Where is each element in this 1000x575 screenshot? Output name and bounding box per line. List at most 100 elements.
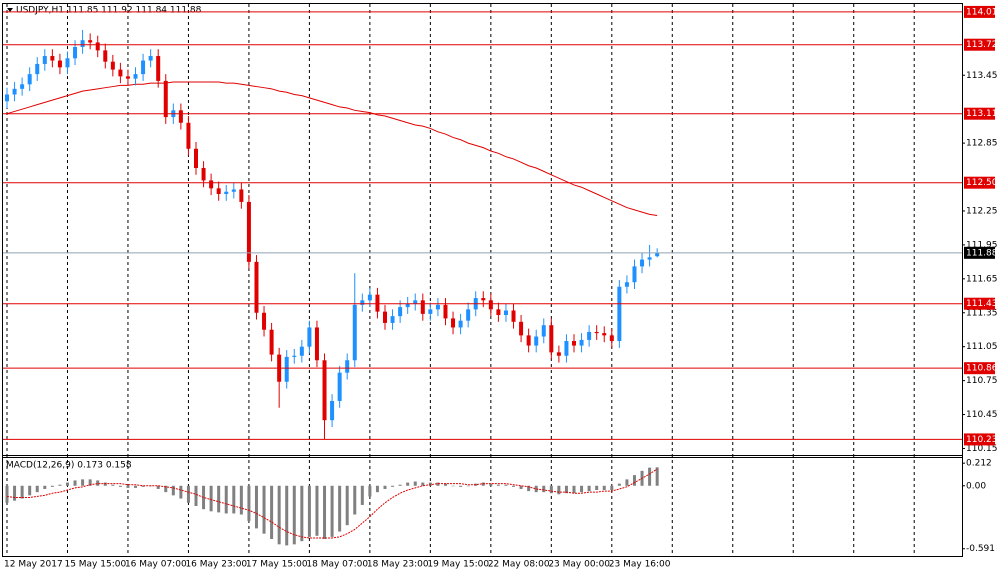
macd-bar	[217, 485, 221, 513]
macd-bar	[580, 485, 584, 493]
macd-bar	[50, 485, 54, 487]
candle-body	[609, 335, 614, 342]
macd-bar	[194, 485, 198, 506]
level-label-bg	[964, 176, 995, 189]
candle-body	[88, 40, 93, 43]
candle-body	[428, 309, 433, 314]
macd-bar	[572, 485, 576, 494]
candle-body	[632, 266, 637, 283]
candle-body	[5, 94, 9, 102]
candle-body	[42, 56, 47, 64]
x-tick-label: 12 May 2017	[4, 560, 63, 570]
candle-body	[655, 252, 660, 257]
macd-bar	[323, 485, 327, 540]
candle-body	[141, 60, 146, 75]
macd-bar	[141, 485, 145, 487]
candle-body	[549, 325, 554, 353]
candle-body	[163, 80, 168, 118]
candle-body	[443, 304, 448, 319]
candle-body	[95, 42, 100, 51]
y-tick-label: 111.05	[966, 342, 998, 352]
candle-body	[383, 311, 387, 323]
macd-bar	[96, 480, 100, 486]
macd-bar	[156, 485, 160, 489]
macd-bar	[202, 485, 206, 510]
level-label: 112.50	[966, 178, 998, 188]
macd-bar	[134, 485, 138, 488]
candle-body	[216, 188, 221, 195]
candle-body	[12, 88, 17, 95]
candle-body	[201, 167, 206, 181]
x-tick-label: 23 May 00:00	[548, 560, 610, 570]
candle-body	[156, 56, 161, 81]
candle-body	[133, 74, 138, 79]
macd-bar	[557, 485, 561, 495]
level-label: 111.43	[966, 299, 998, 309]
macd-bar	[534, 485, 538, 493]
candle-body	[118, 69, 123, 77]
macd-bar	[65, 482, 69, 486]
macd-bar	[564, 485, 568, 494]
y-tick-label: 113.45	[966, 71, 998, 81]
candle-body	[80, 40, 85, 47]
level-label-bg	[964, 38, 995, 51]
macd-bar	[277, 485, 281, 545]
macd-bar	[595, 485, 599, 491]
candle-body	[466, 309, 471, 321]
y-tick-label: 110.45	[966, 410, 998, 420]
candle-body	[617, 286, 622, 342]
plot-frame	[2, 3, 963, 557]
candle-body	[352, 304, 357, 361]
macd-bar	[171, 485, 175, 496]
macd-bar	[527, 485, 531, 492]
candle-body	[35, 63, 40, 75]
macd-bar	[270, 485, 274, 540]
macd-bar	[73, 480, 77, 486]
x-tick-label: 22 May 08:00	[488, 560, 550, 570]
macd-bar	[655, 467, 659, 486]
macd-label: MACD(12,26,9) 0.173 0.158	[6, 461, 132, 471]
candle-body	[640, 259, 645, 267]
candle-body	[496, 309, 501, 316]
candle-body	[209, 180, 214, 189]
macd-bar	[466, 485, 470, 487]
candle-body	[488, 300, 493, 310]
candle-body	[307, 327, 312, 347]
candle-body	[239, 189, 244, 202]
macd-bar	[610, 485, 614, 491]
candle-body	[50, 56, 55, 61]
macd-bar	[224, 485, 228, 514]
level-label: 113.72	[966, 40, 998, 50]
candle-body	[322, 360, 327, 421]
x-tick-label: 16 May 23:00	[185, 560, 247, 570]
x-tick-label: 17 May 15:00	[246, 560, 308, 570]
macd-bar	[20, 485, 24, 499]
candle-body	[337, 372, 342, 401]
candle-body	[579, 339, 584, 346]
candle-body	[526, 335, 531, 346]
macd-bar	[315, 485, 319, 536]
level-label: 113.11	[966, 109, 998, 119]
y-tick-label: 111.95	[966, 240, 998, 250]
candle-body	[375, 294, 380, 312]
macd-bar	[5, 485, 9, 503]
macd-bar	[504, 484, 508, 486]
macd-bar	[360, 485, 364, 505]
candle-body	[224, 191, 229, 195]
macd-bar	[542, 485, 546, 493]
candle-body	[398, 307, 403, 317]
macd-bar	[239, 485, 243, 515]
macd-bar	[58, 484, 62, 486]
candle-body	[186, 122, 191, 149]
candle-body	[330, 400, 335, 421]
level-label-bg	[964, 297, 995, 310]
level-label-bg	[964, 362, 995, 375]
candle-body	[360, 300, 365, 305]
candle-body	[148, 56, 153, 61]
moving-average	[6, 81, 658, 216]
macd-bar	[421, 482, 425, 486]
x-tick-label: 19 May 15:00	[427, 560, 489, 570]
macd-bar	[368, 485, 372, 497]
macd-bar	[391, 485, 395, 487]
candle-body	[624, 282, 629, 287]
